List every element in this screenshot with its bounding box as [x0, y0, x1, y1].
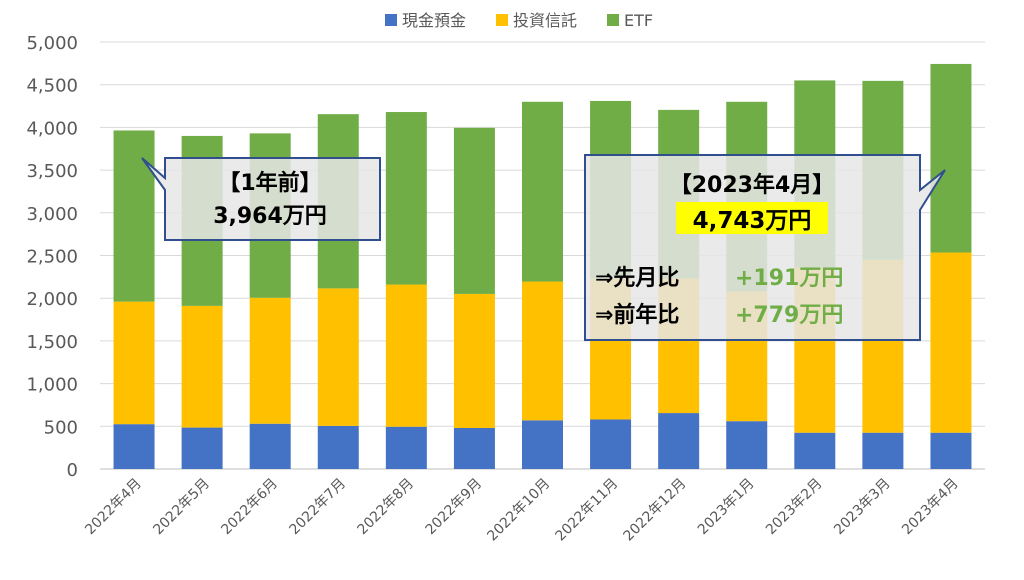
x-tick-label: 2023年4月: [899, 476, 962, 539]
bar-segment: [249, 297, 291, 424]
bar-segment: [453, 127, 495, 294]
bar-segment: [726, 421, 768, 469]
y-tick-label: 2,500: [26, 247, 78, 268]
right-callout-title: 【2023年4月】: [670, 172, 835, 198]
total-highlight: [676, 202, 828, 234]
bar-segment: [930, 252, 972, 433]
x-tick-label: 2022年8月: [355, 476, 418, 539]
x-axis: 2022年4月 2022年5月 2022年6月 2022年7月 2022年8月 2022年…: [82, 476, 962, 545]
yoy-value: +779万円: [735, 303, 843, 328]
bar-segment: [453, 428, 495, 469]
left-callout-box: [141, 157, 381, 241]
bar-segment: [794, 432, 836, 469]
legend-swatch: [496, 14, 508, 26]
legend: 現金預金 投資信託 ETF: [385, 11, 653, 30]
y-tick-label: 3,500: [26, 161, 78, 182]
right-callout-box: [584, 154, 946, 341]
bar-segment: [862, 432, 904, 469]
x-tick-label: 2022年6月: [218, 476, 281, 539]
x-tick-label: 2023年1月: [695, 476, 758, 539]
bar-segment: [930, 63, 972, 253]
x-tick-label: 2022年4月: [82, 476, 145, 539]
right-callout-total: 4,743万円: [693, 208, 812, 234]
bar-segment: [522, 420, 563, 469]
bar-segment: [181, 305, 223, 428]
bar-segment: [590, 419, 632, 469]
y-tick-label: 0: [67, 460, 78, 481]
bar-segment: [453, 293, 495, 429]
bar-segment: [113, 130, 155, 302]
left-callout-line1: 【1年前】: [218, 170, 321, 196]
x-tick-label: 2022年10月: [484, 476, 553, 545]
x-tick-label: 2023年2月: [763, 476, 826, 539]
legend-item: ETF: [607, 11, 653, 30]
left-callout-line2: 3,964万円: [213, 204, 327, 229]
bar-segment: [522, 101, 563, 282]
yoy-label: ⇒前年比: [595, 302, 679, 328]
x-tick-label: 2022年5月: [150, 476, 213, 539]
bar-segment: [113, 301, 155, 425]
bar-segment: [181, 427, 223, 469]
bar-segment: [522, 281, 563, 421]
left-callout: 【1年前】 3,964万円: [141, 157, 381, 241]
bar-segment: [385, 426, 427, 469]
legend-label: 投資信託: [513, 11, 577, 30]
legend-item: 投資信託: [496, 11, 577, 30]
x-tick-label: 2023年3月: [831, 476, 894, 539]
y-tick-label: 5,000: [26, 33, 78, 54]
bar-segment: [249, 423, 291, 469]
bar-segment: [317, 288, 359, 426]
y-axis: 0 500 1,000 1,500 2,000 2,500 3,000 3,500 4,000 4…: [26, 33, 78, 481]
x-tick-label: 2022年12月: [621, 476, 690, 545]
y-tick-label: 500: [44, 417, 78, 438]
mom-value: +191万円: [735, 266, 843, 291]
y-tick-label: 4,000: [26, 118, 78, 139]
x-tick-label: 2022年9月: [423, 476, 486, 539]
y-tick-label: 4,500: [26, 76, 78, 97]
mom-label: ⇒先月比: [595, 266, 679, 291]
legend-swatch: [607, 14, 619, 26]
legend-item: 現金預金: [385, 11, 466, 30]
y-tick-label: 1,500: [26, 332, 78, 353]
bar-segment: [385, 284, 427, 427]
right-callout: 【2023年4月】 4,743万円 ⇒先月比 +191万円 ⇒前年比 +779万…: [584, 154, 946, 341]
bar-segment: [385, 112, 427, 285]
bar-segment: [930, 432, 972, 469]
x-tick-label: 2022年11月: [552, 476, 621, 545]
bar-segment: [658, 413, 700, 469]
legend-label: ETF: [624, 11, 653, 30]
y-tick-label: 1,000: [26, 375, 78, 396]
bar-segment: [317, 425, 359, 469]
legend-label: 現金預金: [402, 11, 466, 30]
y-tick-label: 2,000: [26, 289, 78, 310]
legend-swatch: [385, 14, 397, 26]
bar-segment: [113, 424, 155, 469]
y-tick-label: 3,000: [26, 204, 78, 225]
x-tick-label: 2022年7月: [286, 476, 349, 539]
bars: [113, 63, 972, 469]
